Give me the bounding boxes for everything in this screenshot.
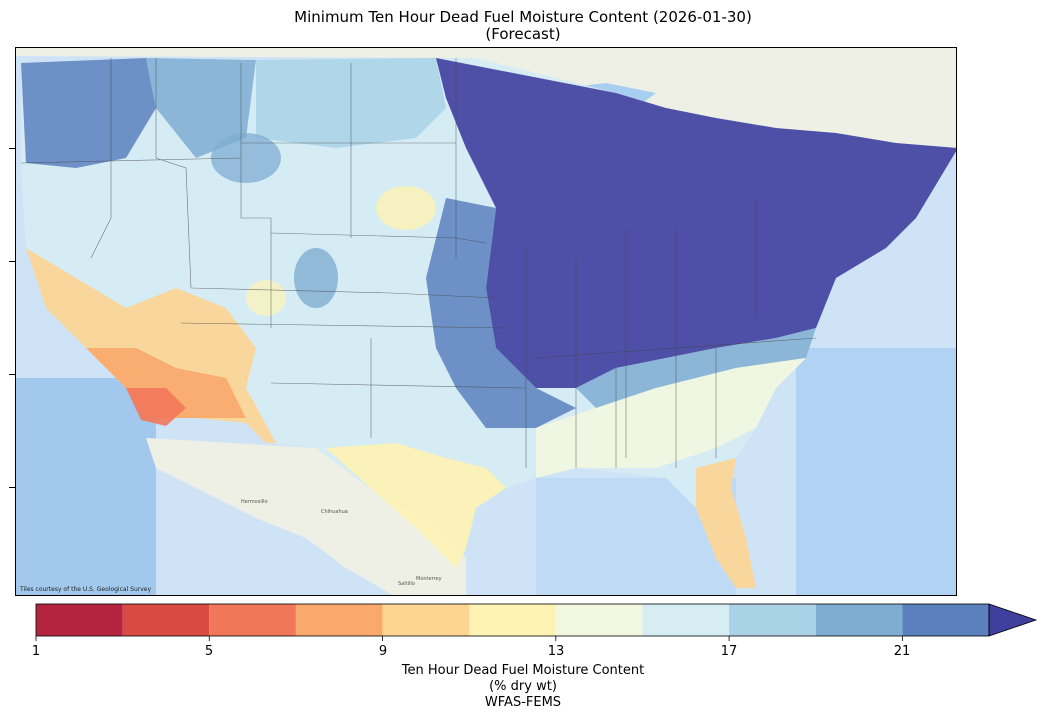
colorbar-bin [209,604,296,636]
idaho-moisture [146,58,256,158]
data-source: WFAS-FEMS [484,695,562,710]
colorbar-extend-arrow [988,603,1038,637]
colorbar-tick-label: 17 [720,644,738,659]
place-label: Chihuahua [321,509,348,515]
map-subtitle: (Forecast) [485,25,561,43]
state-borders [20,58,817,468]
colorbar-bin [729,604,816,636]
colorado-moist-spot [294,248,338,308]
ne-high-moisture [436,58,956,388]
socal-moisture [86,348,246,418]
colorbar-bin [36,604,123,636]
map-credit: Tiles courtesy of the U.S. Geological Su… [20,586,152,593]
place-label: Hermosillo [241,499,268,505]
nw-high-moisture [21,58,156,168]
colorbar-bin [555,604,643,636]
midwest-moisture [426,198,576,428]
colorbar-caption: Ten Hour Dead Fuel Moisture Content [401,663,645,678]
pacific-deep [16,378,156,595]
mexico-land [146,438,466,595]
florida-moisture [696,458,756,588]
wyoming-moist-spot [211,133,281,183]
place-label: Monterrey [416,576,442,582]
colorbar-tick-label: 9 [378,644,388,659]
southeast-moisture [536,358,806,478]
map-panel[interactable]: Hermosillo Chihuahua Monterrey Saltillo … [15,47,957,596]
y-axis-tick [9,148,15,149]
map-title: Minimum Ten Hour Dead Fuel Moisture Cont… [294,8,752,26]
colorbar-bin [642,604,730,636]
colorbar-bin [815,604,903,636]
colorbar-bin [382,604,470,636]
ohio-valley-moisture [576,328,816,408]
y-axis-tick [9,487,15,488]
colorbar-bin [122,604,210,636]
plains-dry-spot [376,186,436,230]
atlantic-water [796,348,956,595]
colorbar-bin [295,604,383,636]
canada-land [16,48,956,148]
place-label: Saltillo [398,581,415,587]
colorbar-tick-label: 1 [31,644,41,659]
y-axis-tick [9,261,15,262]
utah-dry-spot [246,280,286,316]
colorbar-bin [469,604,556,636]
colorbar-bin [902,604,989,636]
fuel-moisture-map: Hermosillo Chihuahua Monterrey Saltillo [16,48,956,595]
colorbar-tick-label: 21 [893,644,911,659]
la-basin-moisture [126,388,186,426]
colorbar-units: (% dry wt) [489,679,557,694]
texas-moisture [326,443,506,568]
colorbar-tick-label: 13 [547,644,565,659]
colorbar-outline [35,603,990,637]
colorbar-tick-label: 5 [204,644,214,659]
conus-overlay [21,58,956,588]
y-axis-tick [9,374,15,375]
